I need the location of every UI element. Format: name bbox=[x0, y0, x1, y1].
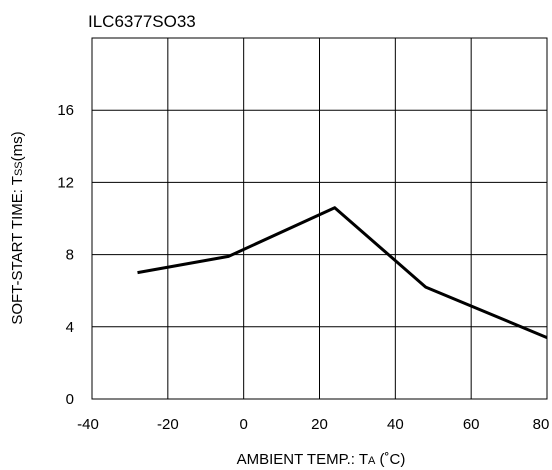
y-tick-label-0: 0 bbox=[66, 391, 74, 408]
y-tick-labels: 0 4 8 12 16 bbox=[57, 102, 74, 408]
y-tick-label-2: 8 bbox=[66, 247, 74, 264]
grid-lines bbox=[91, 38, 548, 400]
y-tick-label-1: 4 bbox=[66, 319, 74, 336]
x-tick-label-0: -40 bbox=[77, 416, 99, 433]
x-axis-label-main: AMBIENT TEMP.: T bbox=[237, 451, 368, 468]
series-layer bbox=[137, 206, 548, 339]
y-axis-label-subscript: SS bbox=[13, 161, 25, 176]
x-tick-label-2: 0 bbox=[239, 416, 247, 433]
plot-frame bbox=[91, 37, 548, 400]
x-axis-label-unit: (˚C) bbox=[375, 451, 405, 468]
x-tick-label-3: 20 bbox=[311, 416, 328, 433]
x-tick-labels: -40 -20 0 20 40 60 80 bbox=[77, 416, 549, 433]
x-tick-label-6: 80 bbox=[533, 416, 550, 433]
x-tick-label-1: -20 bbox=[157, 416, 179, 433]
y-tick-label-4: 16 bbox=[57, 102, 74, 119]
x-axis-label: AMBIENT TEMP.: TA (˚C) bbox=[237, 451, 406, 468]
series-line-0 bbox=[137, 206, 548, 339]
y-axis-label-main: SOFT-START TIME: T bbox=[9, 176, 26, 325]
x-axis-label-subscript: A bbox=[368, 455, 376, 467]
x-tick-label-5: 60 bbox=[463, 416, 480, 433]
y-axis-label-unit: (ms) bbox=[9, 131, 26, 161]
chart-title: ILC6377SO33 bbox=[88, 12, 196, 31]
y-tick-label-3: 12 bbox=[57, 174, 74, 191]
y-axis-label: SOFT-START TIME: TSS(ms) bbox=[9, 131, 26, 324]
x-tick-label-4: 40 bbox=[387, 416, 404, 433]
